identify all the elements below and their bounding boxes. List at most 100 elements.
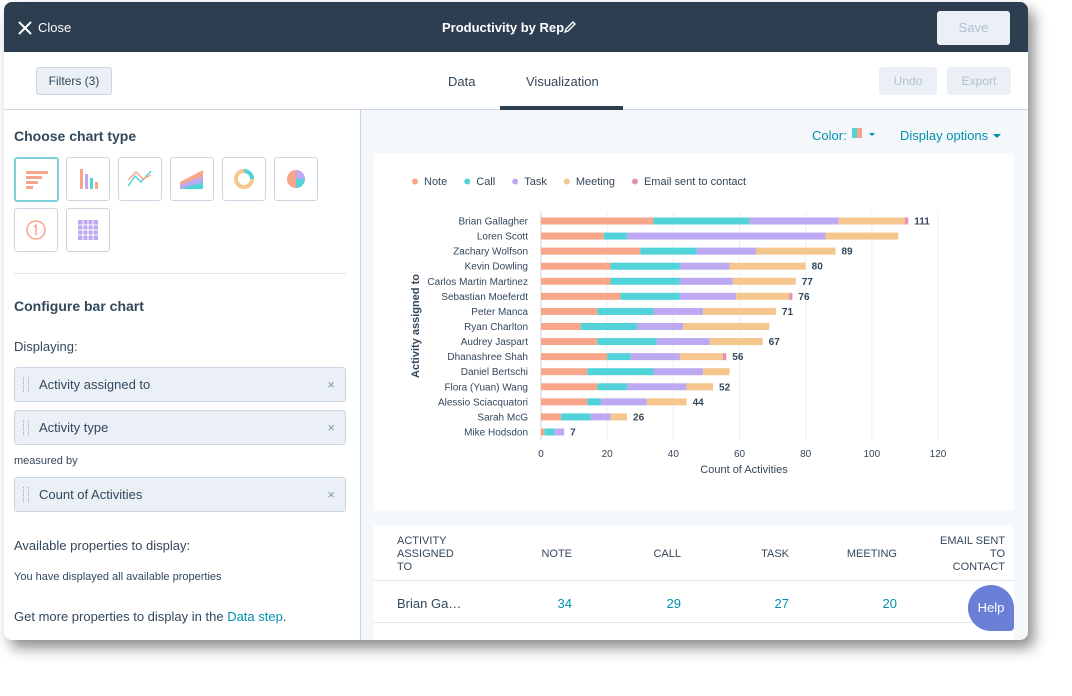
data-step-link[interactable]: Data step	[227, 609, 283, 624]
bar-segment	[541, 277, 611, 285]
x-tick-label: 80	[800, 449, 812, 460]
chart-type-area[interactable]	[170, 157, 214, 201]
sidebar: Choose chart type Configure bar chart Di…	[4, 110, 361, 640]
column-header: NOTE	[541, 548, 572, 560]
bar-segment	[653, 368, 704, 376]
bar-segment	[541, 217, 654, 225]
legend-label: Note	[424, 176, 447, 188]
bar-segment	[722, 353, 727, 361]
x-axis-label: Count of Activities	[700, 464, 788, 476]
cell: 34	[557, 596, 572, 611]
total-label: 77	[802, 277, 814, 288]
bar-segment	[646, 398, 687, 406]
total-label: 89	[841, 247, 853, 258]
tab-underline	[500, 106, 623, 110]
close-button[interactable]: Close	[38, 20, 72, 35]
bar-segment	[640, 247, 697, 255]
hint-text: .	[282, 609, 287, 624]
display-options[interactable]: Display options	[900, 128, 1002, 143]
column-header: TASK	[761, 548, 789, 560]
tab[interactable]: Data	[448, 74, 476, 89]
chart-type-donut[interactable]	[222, 157, 266, 201]
bar-segment	[600, 398, 647, 406]
property-chip[interactable]: Count of Activities ×	[14, 477, 346, 512]
save-button[interactable]: Save	[937, 11, 1010, 45]
tab[interactable]: Visualization	[526, 74, 599, 89]
bar-segment	[541, 262, 611, 270]
bar-segment	[679, 353, 723, 361]
chip-label: Activity assigned to	[39, 377, 151, 392]
report-title: Productivity by Rep	[442, 20, 565, 35]
legend-label: Call	[476, 176, 495, 188]
hint-text: Get more properties to display in the	[14, 609, 224, 624]
chart-type-line[interactable]	[118, 157, 162, 201]
bar-segment	[904, 217, 909, 225]
total-label: 52	[719, 382, 731, 393]
label: measured by	[14, 455, 78, 467]
bar-segment	[696, 247, 757, 255]
bar-segment	[838, 217, 905, 225]
bar-segment	[587, 368, 654, 376]
bar-segment	[627, 232, 826, 240]
row-label: Loren Sc…	[397, 638, 462, 640]
legend-swatch	[512, 178, 519, 185]
bar-segment	[630, 353, 680, 361]
bar-segment	[749, 217, 839, 225]
top-bar: Close Productivity by Rep Save	[4, 2, 1028, 52]
bar-segment	[653, 307, 704, 315]
y-tick-label: Mike Hodsdon	[464, 427, 528, 438]
close-icon[interactable]	[18, 21, 32, 35]
y-tick-label: Loren Scott	[477, 232, 528, 243]
undo-button[interactable]: Undo	[879, 67, 937, 95]
cell: 20	[882, 596, 897, 611]
export-button[interactable]: Export	[947, 67, 1011, 95]
display-label: Display options	[900, 128, 989, 143]
bar-segment	[825, 232, 899, 240]
cell: 22	[883, 638, 897, 640]
bar-segment	[610, 277, 680, 285]
bar-segment	[597, 338, 657, 346]
chip-label: Activity type	[39, 420, 109, 435]
total-label: 26	[633, 412, 645, 423]
bar-segment	[541, 428, 545, 436]
filters-button[interactable]: Filters (3)	[36, 67, 112, 95]
chart-type-kpi[interactable]	[14, 208, 58, 252]
chart-type-column[interactable]	[66, 157, 110, 201]
total-label: 71	[782, 307, 794, 318]
hint: Get more properties to display in the Da…	[14, 609, 286, 624]
x-tick-label: 40	[668, 449, 680, 460]
chart-type-pie[interactable]	[274, 157, 318, 201]
chart-type-table[interactable]	[66, 208, 110, 252]
color-option[interactable]: Color:	[812, 128, 876, 143]
column-header: ACTIVITY ASSIGNED TO	[397, 535, 454, 573]
y-tick-label: Peter Manca	[471, 307, 528, 318]
divider	[14, 273, 346, 274]
help-button[interactable]: Help	[968, 585, 1014, 631]
y-tick-label: Flora (Yuan) Wang	[444, 382, 528, 393]
property-chip[interactable]: Activity type ×	[14, 410, 346, 445]
bar-segment	[679, 292, 737, 300]
chart-type-bar[interactable]	[14, 157, 59, 202]
column-header: EMAIL SENT TO CONTACT	[940, 535, 1005, 573]
cell: 7	[674, 638, 681, 640]
bar-segment	[610, 413, 628, 421]
legend-swatch	[464, 178, 471, 185]
y-tick-label: Sebastian Moeferdt	[441, 292, 528, 303]
color-label: Color:	[812, 128, 847, 143]
data-table: ACTIVITY ASSIGNED TO NOTE CALL TASK MEETING E…	[374, 525, 1014, 640]
x-tick-label: 20	[602, 449, 614, 460]
bar-segment	[597, 307, 654, 315]
bar-segment	[541, 232, 604, 240]
property-chip[interactable]: Activity assigned to ×	[14, 367, 346, 402]
bar-segment	[541, 247, 641, 255]
bar-segment	[610, 262, 680, 270]
y-tick-label: Kevin Dowling	[465, 262, 528, 273]
bar-segment	[636, 322, 684, 330]
toolbar: Filters (3) Data Visualization Undo Expo…	[4, 52, 1028, 110]
edit-icon[interactable]	[563, 20, 577, 34]
y-tick-label: Alessio Sciacquatori	[438, 397, 528, 408]
row-label: Brian Ga…	[397, 596, 462, 611]
bar-segment	[541, 307, 598, 315]
chart-card: Note Call Task Meeting Email sent to contact…	[374, 153, 1014, 510]
